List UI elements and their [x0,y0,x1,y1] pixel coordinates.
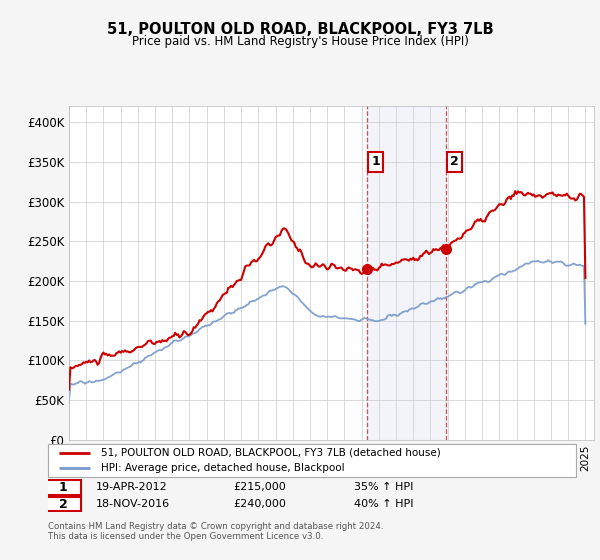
Text: 19-APR-2012: 19-APR-2012 [95,482,167,492]
Text: 18-NOV-2016: 18-NOV-2016 [95,499,170,509]
Text: 2: 2 [59,497,68,511]
Text: 1: 1 [59,480,68,494]
FancyBboxPatch shape [46,480,81,494]
Text: 51, POULTON OLD ROAD, BLACKPOOL, FY3 7LB (detached house): 51, POULTON OLD ROAD, BLACKPOOL, FY3 7LB… [101,448,440,458]
Bar [367,106,446,440]
Text: £240,000: £240,000 [233,499,286,509]
Text: Contains HM Land Registry data © Crown copyright and database right 2024.
This d: Contains HM Land Registry data © Crown c… [48,522,383,542]
Text: 1: 1 [371,156,380,169]
FancyBboxPatch shape [48,444,576,477]
Text: 51, POULTON OLD ROAD, BLACKPOOL, FY3 7LB: 51, POULTON OLD ROAD, BLACKPOOL, FY3 7LB [107,22,493,38]
FancyBboxPatch shape [46,497,81,511]
Text: 40% ↑ HPI: 40% ↑ HPI [354,499,414,509]
Text: HPI: Average price, detached house, Blackpool: HPI: Average price, detached house, Blac… [101,463,344,473]
Text: 35% ↑ HPI: 35% ↑ HPI [354,482,413,492]
Text: 2: 2 [450,156,458,169]
Text: £215,000: £215,000 [233,482,286,492]
Text: Price paid vs. HM Land Registry's House Price Index (HPI): Price paid vs. HM Land Registry's House … [131,35,469,48]
